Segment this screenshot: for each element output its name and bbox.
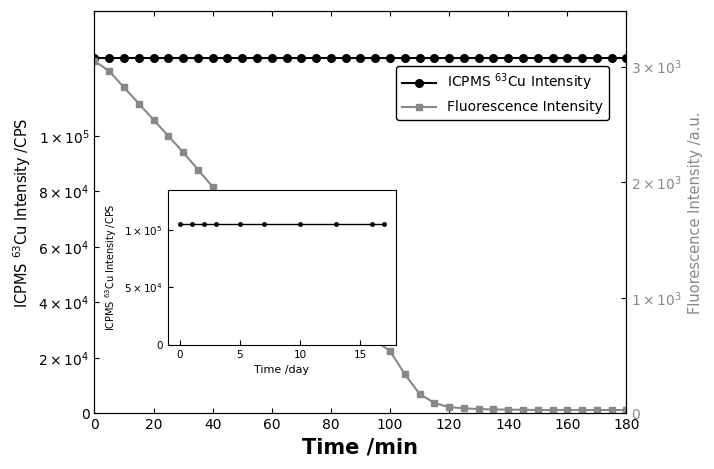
ICPMS $^{63}$Cu Intensity	[193, 55, 202, 61]
Fluorescence Intensity	[326, 301, 335, 306]
Line: Fluorescence Intensity: Fluorescence Intensity	[91, 58, 630, 413]
ICPMS $^{63}$Cu Intensity	[238, 55, 246, 61]
ICPMS $^{63}$Cu Intensity	[430, 55, 438, 61]
ICPMS $^{63}$Cu Intensity	[164, 55, 173, 61]
Fluorescence Intensity	[548, 407, 557, 413]
Fluorescence Intensity	[608, 407, 616, 413]
Fluorescence Intensity	[223, 200, 232, 206]
ICPMS $^{63}$Cu Intensity	[356, 55, 365, 61]
Fluorescence Intensity	[164, 133, 173, 139]
ICPMS $^{63}$Cu Intensity	[208, 55, 217, 61]
Fluorescence Intensity	[430, 400, 438, 406]
Fluorescence Intensity	[460, 406, 468, 411]
Fluorescence Intensity	[253, 230, 261, 236]
ICPMS $^{63}$Cu Intensity	[518, 55, 527, 61]
Fluorescence Intensity	[312, 287, 321, 293]
ICPMS $^{63}$Cu Intensity	[90, 55, 99, 61]
Fluorescence Intensity	[341, 314, 350, 319]
X-axis label: Time /day: Time /day	[254, 365, 310, 375]
Fluorescence Intensity	[504, 407, 513, 412]
ICPMS $^{63}$Cu Intensity	[401, 55, 409, 61]
ICPMS $^{63}$Cu Intensity	[460, 55, 468, 61]
ICPMS $^{63}$Cu Intensity	[268, 55, 276, 61]
Fluorescence Intensity	[282, 259, 291, 265]
Fluorescence Intensity	[578, 407, 586, 413]
ICPMS $^{63}$Cu Intensity	[178, 55, 187, 61]
ICPMS $^{63}$Cu Intensity	[608, 55, 616, 61]
Fluorescence Intensity	[149, 117, 158, 122]
ICPMS $^{63}$Cu Intensity	[326, 55, 335, 61]
Fluorescence Intensity	[489, 407, 498, 412]
Fluorescence Intensity	[563, 407, 572, 413]
ICPMS $^{63}$Cu Intensity	[297, 55, 306, 61]
ICPMS $^{63}$Cu Intensity	[563, 55, 572, 61]
Fluorescence Intensity	[120, 84, 129, 90]
ICPMS $^{63}$Cu Intensity	[622, 55, 630, 61]
Fluorescence Intensity	[593, 407, 601, 413]
ICPMS $^{63}$Cu Intensity	[548, 55, 557, 61]
Fluorescence Intensity	[178, 149, 187, 155]
ICPMS $^{63}$Cu Intensity	[593, 55, 601, 61]
Fluorescence Intensity	[401, 371, 409, 377]
Fluorescence Intensity	[416, 391, 424, 397]
ICPMS $^{63}$Cu Intensity	[312, 55, 321, 61]
Fluorescence Intensity	[356, 326, 365, 332]
ICPMS $^{63}$Cu Intensity	[578, 55, 586, 61]
ICPMS $^{63}$Cu Intensity	[282, 55, 291, 61]
ICPMS $^{63}$Cu Intensity	[386, 55, 394, 61]
Y-axis label: ICPMS $^{63}$Cu Intensity /CPS: ICPMS $^{63}$Cu Intensity /CPS	[11, 117, 33, 308]
ICPMS $^{63}$Cu Intensity	[533, 55, 542, 61]
Legend: ICPMS $^{63}$Cu Intensity, Fluorescence Intensity: ICPMS $^{63}$Cu Intensity, Fluorescence …	[396, 66, 609, 120]
Fluorescence Intensity	[238, 215, 246, 221]
Fluorescence Intensity	[371, 338, 380, 343]
Y-axis label: Fluorescence Intensity /a.u.: Fluorescence Intensity /a.u.	[688, 111, 703, 314]
ICPMS $^{63}$Cu Intensity	[445, 55, 453, 61]
ICPMS $^{63}$Cu Intensity	[253, 55, 261, 61]
Fluorescence Intensity	[622, 407, 630, 413]
ICPMS $^{63}$Cu Intensity	[371, 55, 380, 61]
ICPMS $^{63}$Cu Intensity	[105, 55, 114, 61]
Fluorescence Intensity	[208, 184, 217, 189]
Fluorescence Intensity	[90, 58, 99, 64]
ICPMS $^{63}$Cu Intensity	[474, 55, 483, 61]
Fluorescence Intensity	[268, 245, 276, 251]
ICPMS $^{63}$Cu Intensity	[223, 55, 232, 61]
ICPMS $^{63}$Cu Intensity	[341, 55, 350, 61]
ICPMS $^{63}$Cu Intensity	[149, 55, 158, 61]
X-axis label: Time /min: Time /min	[303, 438, 418, 458]
ICPMS $^{63}$Cu Intensity	[489, 55, 498, 61]
Fluorescence Intensity	[386, 348, 394, 354]
Fluorescence Intensity	[518, 407, 527, 413]
ICPMS $^{63}$Cu Intensity	[134, 55, 143, 61]
Fluorescence Intensity	[474, 406, 483, 412]
Line: ICPMS $^{63}$Cu Intensity: ICPMS $^{63}$Cu Intensity	[91, 54, 630, 62]
ICPMS $^{63}$Cu Intensity	[504, 55, 513, 61]
Fluorescence Intensity	[105, 68, 114, 74]
Fluorescence Intensity	[445, 404, 453, 410]
ICPMS $^{63}$Cu Intensity	[120, 55, 129, 61]
Fluorescence Intensity	[297, 273, 306, 279]
ICPMS $^{63}$Cu Intensity	[416, 55, 424, 61]
Fluorescence Intensity	[193, 166, 202, 172]
Fluorescence Intensity	[533, 407, 542, 413]
Fluorescence Intensity	[134, 101, 143, 106]
Y-axis label: ICPMS $^{63}$Cu Intensity /CPS: ICPMS $^{63}$Cu Intensity /CPS	[103, 204, 119, 331]
